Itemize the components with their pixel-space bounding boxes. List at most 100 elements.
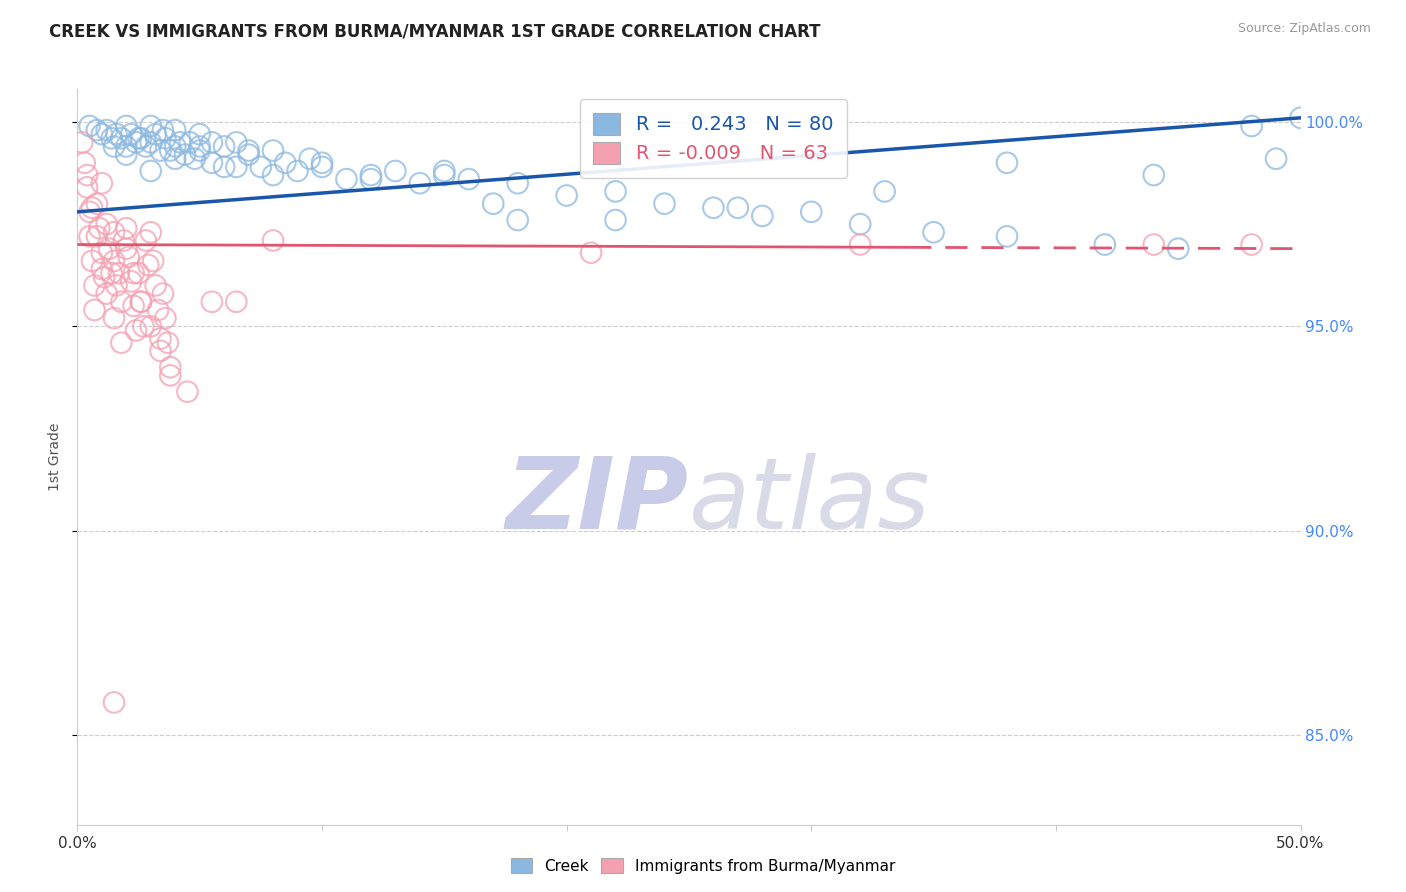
Point <box>159 360 181 375</box>
Point <box>605 213 627 227</box>
Point <box>152 286 174 301</box>
Point <box>384 164 406 178</box>
Point <box>409 176 432 190</box>
Point <box>506 213 529 227</box>
Point <box>1240 237 1263 252</box>
Point <box>174 147 197 161</box>
Point <box>849 217 872 231</box>
Point <box>433 164 456 178</box>
Point <box>90 127 112 141</box>
Point <box>225 294 247 309</box>
Point <box>125 323 148 337</box>
Point <box>165 152 187 166</box>
Point <box>135 234 157 248</box>
Point <box>89 221 111 235</box>
Point <box>139 225 162 239</box>
Point <box>1094 237 1116 252</box>
Point <box>727 201 749 215</box>
Text: Source: ZipAtlas.com: Source: ZipAtlas.com <box>1237 22 1371 36</box>
Point <box>800 204 823 219</box>
Point <box>93 270 115 285</box>
Point <box>90 176 112 190</box>
Point <box>103 225 125 239</box>
Point <box>79 204 101 219</box>
Point <box>79 119 101 133</box>
Point <box>579 245 602 260</box>
Point <box>482 196 505 211</box>
Point <box>1143 237 1166 252</box>
Point <box>103 253 125 268</box>
Point <box>125 136 148 150</box>
Point <box>654 196 676 211</box>
Point <box>152 123 174 137</box>
Point <box>90 245 112 260</box>
Point <box>115 242 138 256</box>
Point <box>184 152 207 166</box>
Point <box>73 155 96 169</box>
Point <box>238 144 260 158</box>
Point <box>298 152 321 166</box>
Point <box>127 131 149 145</box>
Point <box>360 172 382 186</box>
Point <box>149 343 172 358</box>
Point <box>212 160 235 174</box>
Point <box>849 237 872 252</box>
Point <box>83 302 105 317</box>
Point <box>86 196 108 211</box>
Point <box>250 160 273 174</box>
Point <box>110 131 132 145</box>
Point <box>702 201 724 215</box>
Point <box>96 123 118 137</box>
Text: CREEK VS IMMIGRANTS FROM BURMA/MYANMAR 1ST GRADE CORRELATION CHART: CREEK VS IMMIGRANTS FROM BURMA/MYANMAR 1… <box>49 22 821 40</box>
Point <box>1265 152 1288 166</box>
Point <box>105 127 128 141</box>
Point <box>1167 242 1189 256</box>
Point <box>201 155 224 169</box>
Point <box>555 188 578 202</box>
Point <box>262 234 284 248</box>
Point <box>1143 168 1166 182</box>
Point <box>118 250 141 264</box>
Point <box>922 225 945 239</box>
Point <box>100 131 122 145</box>
Point <box>108 266 131 280</box>
Point <box>169 136 191 150</box>
Point <box>105 278 128 293</box>
Point <box>115 119 138 133</box>
Point <box>605 185 627 199</box>
Point <box>112 234 135 248</box>
Point <box>159 368 181 383</box>
Point <box>262 168 284 182</box>
Point <box>159 144 181 158</box>
Point <box>129 294 152 309</box>
Point <box>76 168 98 182</box>
Point <box>139 136 162 150</box>
Point <box>149 144 172 158</box>
Point <box>110 294 132 309</box>
Point <box>103 311 125 326</box>
Point <box>751 209 773 223</box>
Point <box>212 139 235 153</box>
Point <box>76 180 98 194</box>
Y-axis label: 1st Grade: 1st Grade <box>48 423 62 491</box>
Point <box>79 229 101 244</box>
Point <box>136 258 159 272</box>
Point <box>83 278 105 293</box>
Legend: Creek, Immigrants from Burma/Myanmar: Creek, Immigrants from Burma/Myanmar <box>505 852 901 880</box>
Point <box>1240 119 1263 133</box>
Point <box>176 384 198 399</box>
Point <box>457 172 479 186</box>
Point <box>96 286 118 301</box>
Point <box>201 136 224 150</box>
Point <box>127 266 149 280</box>
Point <box>433 168 456 182</box>
Point <box>139 164 162 178</box>
Point <box>188 139 211 153</box>
Point <box>238 147 260 161</box>
Point <box>132 319 155 334</box>
Point <box>110 335 132 350</box>
Point <box>274 155 297 169</box>
Point <box>1289 111 1312 125</box>
Point <box>335 172 357 186</box>
Text: ZIP: ZIP <box>506 453 689 549</box>
